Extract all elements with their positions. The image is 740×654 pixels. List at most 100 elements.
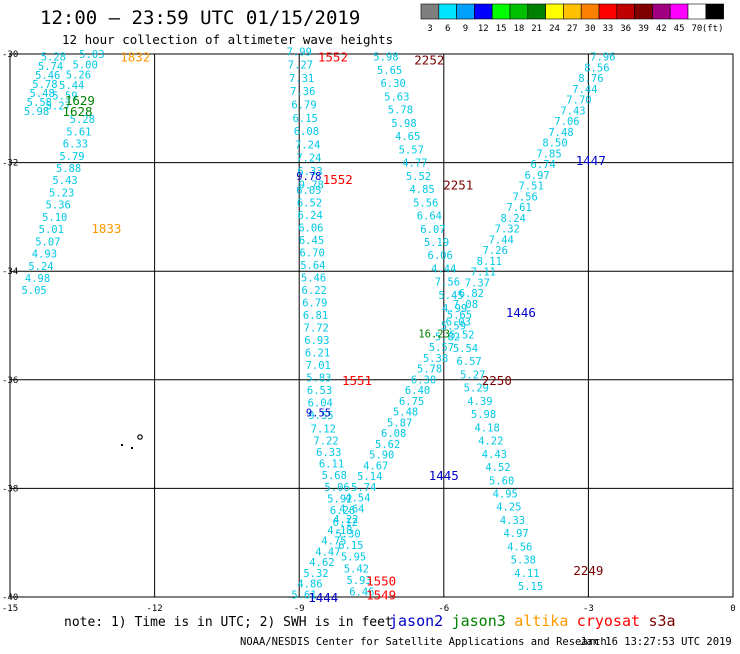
wave-height-value: 5.00 (73, 59, 98, 71)
chart-title: 12:00 – 23:59 UTC 01/15/2019 (40, 7, 360, 29)
wave-height-value: 6.46 (349, 587, 374, 599)
wave-height-value: 5.65 (377, 65, 402, 77)
colorbar-swatch (705, 3, 724, 20)
wave-height-value: 5.61 (291, 589, 316, 601)
wave-height-value: 5.52 (406, 171, 431, 183)
wave-height-value: 4.85 (409, 184, 434, 196)
wave-height-value: 4.77 (402, 158, 427, 170)
colorbar-label: 9 (463, 24, 468, 34)
wave-height-value: 5.92 (327, 493, 352, 505)
wave-height-value: 5.14 (357, 471, 382, 483)
wave-height-value: 6.81 (303, 310, 328, 322)
wave-height-value: 6.07 (420, 224, 445, 236)
wave-height-value: 5.43 (52, 175, 77, 187)
pass-id-label: 2252 (414, 52, 444, 67)
wave-height-value: 5.68 (322, 470, 347, 482)
colorbar-swatch (545, 3, 564, 20)
wave-height-value: 5.06 (324, 482, 349, 494)
wave-height-value: 9.78 (296, 171, 321, 183)
wave-height-value: 4.22 (333, 514, 358, 526)
wave-height-value: 5.26 (66, 70, 91, 82)
wave-height-value: 5.38 (423, 353, 448, 365)
wave-height-value: 5.79 (59, 151, 84, 163)
wave-height-value: 8.50 (542, 138, 567, 150)
wave-height-value: 6.52 (297, 197, 322, 209)
colorbar-swatch (420, 3, 440, 20)
wave-height-value: 5.98 (471, 409, 496, 421)
colorbar-swatch (652, 3, 671, 20)
wave-height-value: 6.06 (298, 222, 323, 234)
colorbar-swatch (474, 3, 493, 20)
wave-height-value: 5.10 (42, 212, 67, 224)
wave-height-value: 5.98 (391, 118, 416, 130)
wave-height-value: 6.64 (417, 211, 442, 223)
colorbar-label: 18 (513, 24, 524, 34)
wave-height-value: 5.28 (70, 114, 95, 126)
wave-height-value: 7.26 (483, 245, 508, 257)
wave-height-value: 6.33 (63, 139, 88, 151)
wave-height-value: 4.39 (467, 396, 492, 408)
wave-height-value: 5.59 (441, 321, 466, 333)
island-markers (121, 434, 143, 449)
wave-height-value: 6.08 (294, 126, 319, 138)
colorbar-label: 42 (656, 24, 667, 34)
wave-height-value: 5.45 (438, 290, 463, 302)
wave-height-value: 6.04 (308, 398, 333, 410)
wave-height-value: 7.36 (290, 86, 315, 98)
pass-id-label: 1552 (318, 50, 348, 65)
colorbar-label: 24 (549, 24, 560, 34)
wave-height-value: 5.24 (28, 261, 53, 273)
wave-height-value: 5.46 (301, 272, 326, 284)
note-text: note: 1) Time is in UTC; 2) SWH is in fe… (64, 615, 393, 630)
colorbar-label: 45 (674, 24, 685, 34)
colorbar-label: 21 (531, 24, 542, 34)
wave-height-value: 7.24 (296, 153, 321, 165)
wave-height-value: 6.45 (299, 235, 324, 247)
wave-height-value: 6.97 (524, 170, 549, 182)
x-tick-label: -3 (583, 604, 594, 614)
wave-height-value: 7.99 (287, 46, 312, 58)
wave-height-value: 7.43 (560, 105, 585, 117)
wave-height-value: 5.98 (24, 106, 49, 118)
legend-cryosat: cryosat (577, 612, 640, 630)
wave-height-value: 4.75 (321, 536, 346, 548)
wave-height-value: 4.33 (500, 515, 525, 527)
wave-height-value: 9.78 (299, 179, 324, 191)
wave-height-value: 6.79 (291, 99, 316, 111)
wave-height-value: 6.12 (333, 517, 358, 529)
colorbar-swatch (598, 3, 618, 20)
wave-height-value: 5.48 (29, 88, 54, 100)
colorbar-label: 39 (638, 24, 649, 34)
wave-height-value: 5.90 (369, 450, 394, 462)
wave-height-value: 5.83 (306, 373, 331, 385)
y-tick-label: -30 (2, 50, 18, 60)
wave-height-value: 5.15 (518, 581, 543, 593)
pass-id-label: 1444 (308, 590, 338, 605)
pass-id-label: 1445 (429, 468, 459, 483)
colorbar-label: 30 (585, 24, 596, 34)
satellite-legend: jason2 jason3 altika cryosat s3a (389, 612, 676, 630)
wave-height-value: 6.74 (530, 159, 555, 171)
wave-height-value: 7.06 (554, 116, 579, 128)
wave-height-value: 6.70 (300, 247, 325, 259)
wave-height-value: 6.15 (338, 540, 363, 552)
wave-height-value: 7.24 (295, 139, 320, 151)
colorbar-swatch (687, 3, 707, 20)
colorbar-swatch (669, 3, 689, 20)
wave-height-value: 6.15 (293, 113, 318, 125)
wave-height-value: 4.44 (431, 263, 456, 275)
pass-id-label: 2249 (573, 563, 603, 578)
wave-height-value: 6.30 (381, 78, 406, 90)
wave-height-value: 6.11 (319, 459, 344, 471)
wave-height-value: 4.43 (482, 449, 507, 461)
wave-height-value: 4.99 (442, 303, 467, 315)
wave-height-value: 6.33 (297, 166, 322, 178)
wave-height-value: 5.52 (449, 330, 474, 342)
wave-height-value: 5.29 (464, 383, 489, 395)
wave-height-value: 5.27 (46, 101, 71, 113)
pass-id-label: 1628 (62, 104, 92, 119)
wave-height-value: 16.23 (418, 329, 450, 341)
wave-height-value: 4.98 (25, 273, 50, 285)
